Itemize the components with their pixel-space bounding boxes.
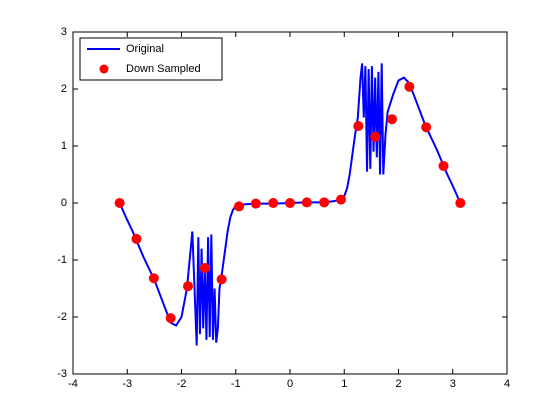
y-tick-label: -3	[57, 368, 67, 380]
data-point	[438, 160, 449, 171]
data-point	[455, 198, 466, 208]
data-point	[268, 198, 279, 208]
x-tick-label: 4	[504, 378, 510, 390]
y-tick-label: 3	[61, 26, 67, 38]
data-point	[234, 201, 245, 212]
x-tick-label: -1	[231, 378, 241, 390]
y-tick-label: 0	[61, 197, 67, 209]
y-tick-label: 1	[61, 140, 67, 152]
data-point	[285, 198, 295, 208]
legend: Original Down Sampled	[79, 37, 223, 81]
data-point	[165, 313, 176, 324]
data-point	[131, 233, 142, 244]
legend-label: Down Sampled	[126, 63, 201, 75]
data-point	[335, 194, 346, 205]
legend-marker	[99, 64, 109, 74]
data-point	[216, 274, 227, 285]
data-point	[353, 121, 364, 132]
y-tick-label: 2	[61, 83, 67, 95]
data-point	[199, 262, 210, 273]
x-tick-label: -3	[122, 378, 132, 390]
data-point	[114, 198, 125, 208]
data-point	[183, 281, 194, 292]
x-tick-label: 0	[287, 378, 293, 390]
data-point	[421, 122, 432, 133]
data-point	[250, 198, 261, 209]
x-tick-label: -4	[68, 378, 78, 390]
data-point	[301, 197, 312, 208]
data-point	[148, 273, 159, 284]
data-point	[319, 197, 330, 208]
legend-label: Original	[126, 43, 164, 55]
data-point	[370, 131, 381, 142]
y-tick-label: -2	[57, 311, 67, 323]
x-tick-label: -2	[177, 378, 187, 390]
x-tick-label: 2	[395, 378, 401, 390]
data-point	[386, 114, 397, 125]
x-tick-label: 1	[341, 378, 347, 390]
x-tick-label: 3	[450, 378, 456, 390]
data-point	[404, 81, 415, 92]
y-tick-label: -1	[57, 254, 67, 266]
